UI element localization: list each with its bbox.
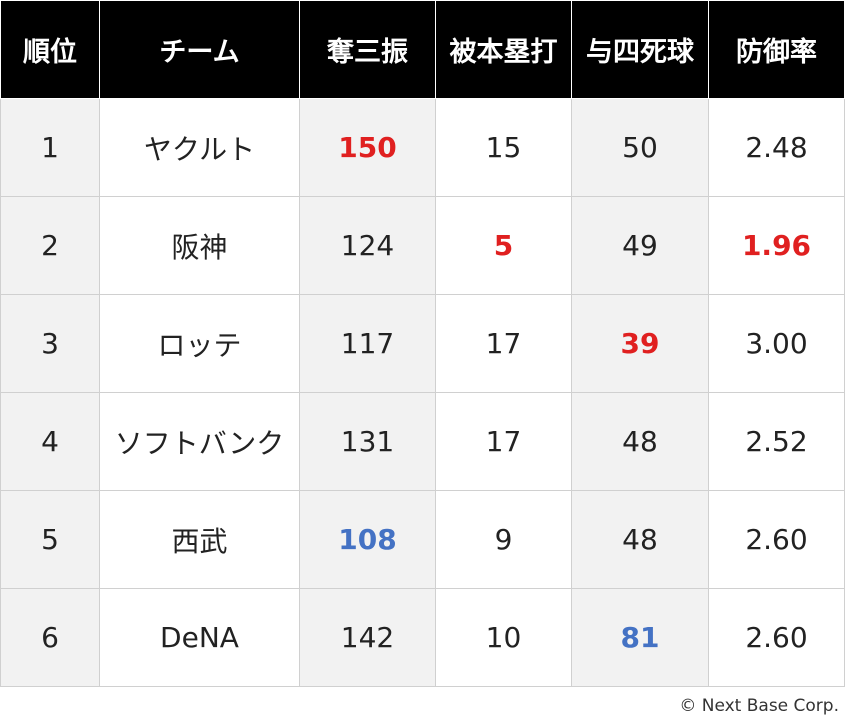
rank-cell: 5 [0, 490, 100, 589]
walks-hbp-cell: 81 [571, 588, 709, 687]
strikeouts-cell: 131 [299, 392, 436, 491]
table-row: 4 ソフトバンク 131 17 48 2.52 [0, 392, 845, 491]
era-cell: 3.00 [708, 294, 845, 393]
stats-table: 順位 チーム 奪三振 被本塁打 与四死球 防御率 1 ヤクルト 150 15 5… [0, 0, 845, 687]
table-row: 1 ヤクルト 150 15 50 2.48 [0, 98, 845, 197]
team-cell: ソフトバンク [99, 392, 300, 491]
home-runs-allowed-cell: 17 [435, 392, 572, 491]
walks-hbp-cell: 49 [571, 196, 709, 295]
header-era: 防御率 [708, 0, 845, 99]
header-row: 順位 チーム 奪三振 被本塁打 与四死球 防御率 [0, 0, 845, 99]
rank-cell: 3 [0, 294, 100, 393]
rank-cell: 1 [0, 98, 100, 197]
home-runs-allowed-cell: 5 [435, 196, 572, 295]
header-walks-hbp: 与四死球 [571, 0, 709, 99]
era-cell: 1.96 [708, 196, 845, 295]
header-team: チーム [99, 0, 300, 99]
team-cell: DeNA [99, 588, 300, 687]
home-runs-allowed-cell: 17 [435, 294, 572, 393]
header-rank: 順位 [0, 0, 100, 99]
home-runs-allowed-cell: 15 [435, 98, 572, 197]
table-row: 3 ロッテ 117 17 39 3.00 [0, 294, 845, 393]
walks-hbp-cell: 50 [571, 98, 709, 197]
era-cell: 2.60 [708, 490, 845, 589]
walks-hbp-cell: 48 [571, 490, 709, 589]
era-cell: 2.52 [708, 392, 845, 491]
table-row: 5 西武 108 9 48 2.60 [0, 490, 845, 589]
team-cell: ヤクルト [99, 98, 300, 197]
header-strikeouts: 奪三振 [299, 0, 436, 99]
home-runs-allowed-cell: 10 [435, 588, 572, 687]
table-row: 2 阪神 124 5 49 1.96 [0, 196, 845, 295]
era-cell: 2.48 [708, 98, 845, 197]
walks-hbp-cell: 48 [571, 392, 709, 491]
rank-cell: 4 [0, 392, 100, 491]
header-home-runs-allowed: 被本塁打 [435, 0, 572, 99]
copyright-notice: © Next Base Corp. [679, 696, 839, 716]
team-cell: 西武 [99, 490, 300, 589]
rank-cell: 6 [0, 588, 100, 687]
team-cell: 阪神 [99, 196, 300, 295]
strikeouts-cell: 150 [299, 98, 436, 197]
strikeouts-cell: 124 [299, 196, 436, 295]
home-runs-allowed-cell: 9 [435, 490, 572, 589]
strikeouts-cell: 117 [299, 294, 436, 393]
strikeouts-cell: 108 [299, 490, 436, 589]
table-row: 6 DeNA 142 10 81 2.60 [0, 588, 845, 687]
strikeouts-cell: 142 [299, 588, 436, 687]
rank-cell: 2 [0, 196, 100, 295]
walks-hbp-cell: 39 [571, 294, 709, 393]
era-cell: 2.60 [708, 588, 845, 687]
team-cell: ロッテ [99, 294, 300, 393]
